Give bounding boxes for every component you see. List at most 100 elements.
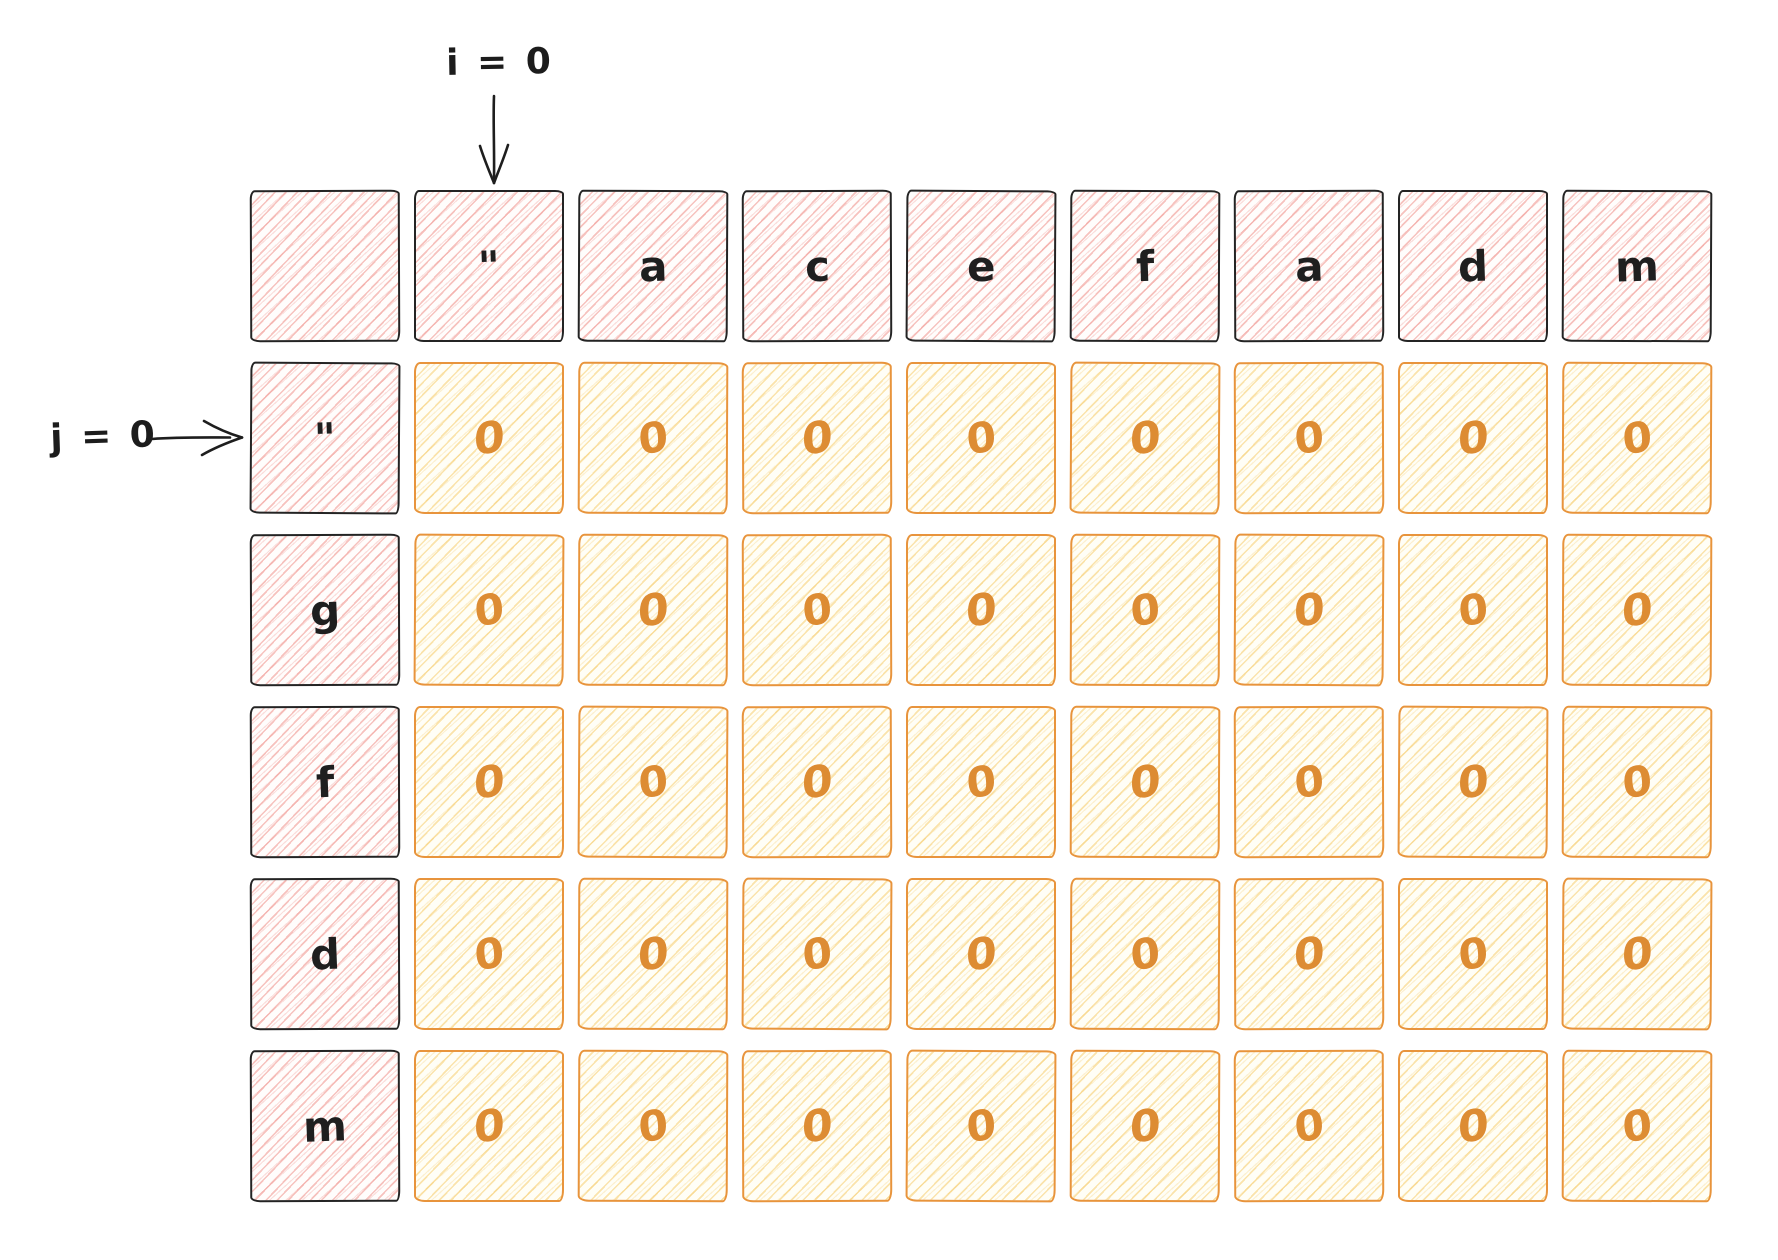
value-cell: 0 [414, 706, 564, 858]
cell-value: 0 [1620, 1099, 1654, 1153]
cell-value: 0 [1456, 583, 1490, 637]
value-cell: 0 [1069, 533, 1221, 687]
cell-value: 0 [1457, 1098, 1489, 1154]
cell-value: 0 [1128, 1098, 1162, 1154]
cell-value: 0 [1292, 411, 1326, 465]
cell-value: 0 [1293, 926, 1325, 982]
col-header-label: e [966, 241, 996, 291]
value-cell: 0 [1069, 1049, 1221, 1203]
value-cell: 0 [741, 1049, 893, 1203]
j-index-label: j = 0 [49, 414, 159, 459]
cell-value: 0 [472, 583, 506, 637]
value-cell: 0 [1398, 534, 1548, 686]
col-header-label: c [803, 241, 831, 291]
value-cell: 0 [1561, 533, 1713, 687]
row-header-label: " [313, 413, 337, 463]
col-header-cell: f [1069, 189, 1221, 343]
cell-value: 0 [473, 754, 505, 810]
col-header-label: m [1614, 240, 1660, 292]
value-cell: 0 [577, 533, 729, 687]
cell-value: 0 [801, 410, 833, 466]
cell-value: 0 [472, 927, 506, 981]
col-header-label: a [638, 241, 668, 291]
cell-value: 0 [965, 926, 997, 982]
value-cell: 0 [414, 878, 564, 1030]
value-cell: 0 [1233, 877, 1385, 1031]
row-header-label: m [302, 1100, 348, 1152]
cell-value: 0 [1128, 754, 1162, 810]
arrow-right-icon [150, 419, 244, 457]
value-cell: 0 [1561, 705, 1713, 859]
cell-value: 0 [1128, 410, 1162, 466]
row-header-cell: g [249, 533, 401, 687]
cell-value: 0 [964, 755, 998, 809]
cell-value: 0 [1620, 411, 1654, 465]
col-header-cell: c [741, 189, 893, 343]
value-cell: 0 [1069, 705, 1221, 859]
col-header-label: " [477, 241, 501, 291]
col-header-label: a [1293, 240, 1325, 292]
value-cell: 0 [741, 877, 893, 1031]
cell-value: 0 [801, 754, 833, 810]
dp-table: " a c e f a d m " 0 0 0 0 0 0 0 0 g 0 0 … [249, 189, 1713, 1203]
cell-value: 0 [1620, 582, 1654, 638]
value-cell: 0 [1233, 533, 1385, 687]
cell-value: 0 [964, 411, 998, 465]
row-header-label: d [309, 928, 341, 980]
cell-value: 0 [473, 1098, 505, 1154]
row-header-cell: d [249, 877, 401, 1031]
cell-value: 0 [1128, 583, 1162, 637]
i-index-label: i = 0 [445, 41, 555, 84]
cell-value: 0 [800, 927, 834, 981]
col-header-cell: a [577, 189, 729, 343]
value-cell: 0 [1233, 705, 1385, 859]
cell-value: 0 [1620, 926, 1654, 982]
value-cell: 0 [413, 533, 565, 687]
value-cell: 0 [741, 361, 893, 515]
cell-value: 0 [1456, 927, 1490, 981]
cell-value: 0 [1292, 755, 1326, 809]
cell-value: 0 [800, 583, 834, 637]
row-header-label: f [314, 757, 336, 807]
value-cell: 0 [1398, 362, 1548, 514]
row-header-cell: m [249, 1049, 401, 1203]
value-cell: 0 [905, 1049, 1057, 1203]
cell-value: 0 [1457, 410, 1489, 466]
col-header-cell: d [1398, 190, 1548, 342]
value-cell: 0 [741, 705, 893, 859]
value-cell: 0 [906, 706, 1056, 858]
value-cell: 0 [1069, 877, 1221, 1031]
cell-value: 0 [965, 582, 997, 638]
cell-value: 0 [964, 1099, 998, 1153]
cell-value: 0 [1456, 754, 1490, 810]
value-cell: 0 [906, 534, 1056, 686]
row-header-cell: f [249, 705, 401, 859]
cell-value: 0 [636, 755, 670, 809]
col-header-label: d [1457, 240, 1489, 292]
value-cell: 0 [1561, 361, 1713, 515]
value-cell: 0 [1398, 878, 1548, 1030]
cell-value: 0 [636, 411, 670, 465]
value-cell: 0 [1561, 1049, 1713, 1203]
value-cell: 0 [1561, 877, 1713, 1031]
cell-value: 0 [1620, 755, 1654, 809]
value-cell: 0 [577, 877, 729, 1031]
value-cell: 0 [1398, 1050, 1548, 1202]
cell-value: 0 [636, 1099, 670, 1153]
cell-value: 0 [1128, 927, 1162, 981]
cell-value: 0 [801, 1098, 833, 1154]
value-cell: 0 [1397, 705, 1549, 859]
value-cell: 0 [414, 362, 564, 514]
row-header-label: g [309, 584, 341, 636]
value-cell: 0 [577, 361, 729, 515]
value-cell: 0 [577, 1049, 729, 1203]
col-header-label: f [1135, 241, 1155, 291]
corner-cell [249, 189, 401, 343]
col-header-cell: " [414, 190, 564, 342]
value-cell: 0 [1069, 361, 1221, 515]
value-cell: 0 [906, 878, 1056, 1030]
arrow-down-icon [478, 94, 510, 185]
cell-value: 0 [636, 926, 670, 982]
col-header-cell: m [1561, 189, 1713, 343]
col-header-cell: a [1233, 189, 1385, 343]
